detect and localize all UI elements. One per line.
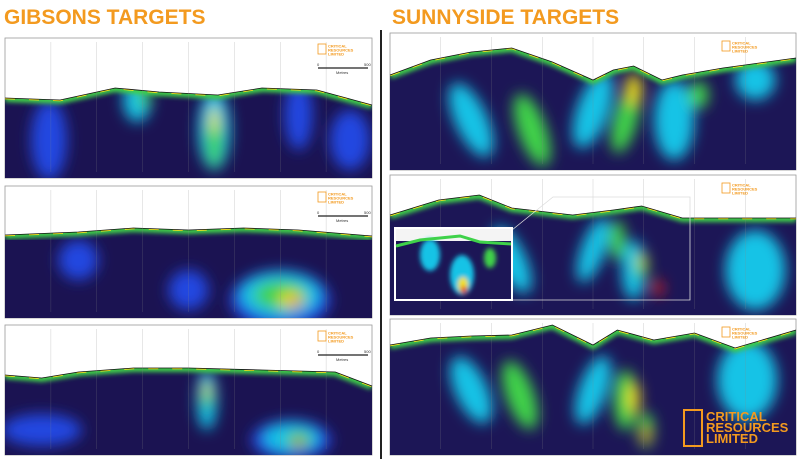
- anomaly: [638, 255, 645, 269]
- logo-text: RESOURCES: [732, 45, 758, 50]
- left-title: GIBSONS TARGETS: [4, 6, 205, 29]
- anomaly: [210, 106, 219, 134]
- watermark-icon: [683, 409, 703, 447]
- logo-text: RESOURCES: [732, 331, 758, 336]
- logo-text: CRITICAL: [328, 192, 347, 197]
- anomaly: [31, 100, 68, 178]
- scale-tick: 500: [364, 210, 371, 215]
- scale-tick: 0: [317, 349, 320, 354]
- anomaly: [284, 88, 313, 150]
- inset-surface: [395, 234, 512, 248]
- logo-text: CRITICAL: [328, 331, 347, 336]
- logo-text: CRITICAL: [732, 41, 751, 46]
- anomaly: [513, 93, 551, 167]
- scale-label: Metres: [336, 218, 348, 223]
- logo-text: LIMITED: [732, 191, 748, 196]
- anomaly: [688, 81, 709, 109]
- anomaly: [609, 220, 626, 260]
- anomaly: [652, 280, 663, 296]
- anomaly: [725, 230, 786, 310]
- watermark-text: LIMITED: [706, 431, 758, 446]
- anomaly-group: [5, 370, 332, 455]
- terrain-line: [389, 47, 797, 81]
- right-title: SUNNYSIDE TARGETS: [392, 6, 619, 29]
- scale-label: Metres: [336, 70, 348, 75]
- anomaly: [641, 427, 650, 443]
- anomaly: [203, 382, 210, 398]
- logo-icon: [317, 330, 327, 342]
- logo-icon: [317, 191, 327, 203]
- anomaly: [717, 340, 778, 420]
- logo-text: CRITICAL: [732, 327, 751, 332]
- scale-tick: 0: [317, 210, 320, 215]
- anomaly: [625, 74, 642, 106]
- anomaly: [654, 80, 695, 160]
- inset-sky: [396, 229, 511, 241]
- anomaly: [627, 382, 640, 414]
- anomaly-group: [450, 340, 778, 448]
- inset: [394, 196, 691, 301]
- logo-text: CRITICAL: [328, 44, 347, 49]
- logo-text: LIMITED: [328, 52, 344, 57]
- logo-text: LIMITED: [328, 339, 344, 344]
- inset-anomalies: [420, 239, 496, 295]
- anomaly: [206, 112, 223, 168]
- anomaly: [293, 439, 304, 447]
- anomaly: [501, 360, 538, 430]
- scale-tick: 500: [364, 349, 371, 354]
- anomaly: [461, 286, 467, 294]
- anomaly: [484, 248, 496, 268]
- watermark-text: RESOURCES: [706, 420, 789, 435]
- scale-tick: 500: [364, 62, 371, 67]
- anomaly: [329, 110, 370, 170]
- logo-icon: [721, 326, 731, 338]
- logo-text: RESOURCES: [328, 48, 354, 53]
- inset-leader: [511, 196, 691, 301]
- logo-text: RESOURCES: [328, 335, 354, 340]
- terrain-line: [4, 367, 373, 387]
- logo-text: LIMITED: [328, 200, 344, 205]
- logo-text: CRITICAL: [732, 183, 751, 188]
- logo-icon: [721, 40, 731, 52]
- anomaly: [58, 240, 99, 280]
- logo-text: RESOURCES: [732, 187, 758, 192]
- logo-icon: [721, 182, 731, 194]
- logo-text: RESOURCES: [328, 196, 354, 201]
- anomaly: [420, 239, 440, 271]
- anomaly: [288, 299, 301, 307]
- logo-text: LIMITED: [732, 335, 748, 340]
- logo-icon: [317, 43, 327, 55]
- logo-text: LIMITED: [732, 49, 748, 54]
- anomaly: [448, 83, 494, 157]
- scale-label: Metres: [336, 357, 348, 362]
- anomaly: [450, 356, 493, 424]
- scale-tick: 0: [317, 62, 320, 67]
- watermark-text: CRITICAL: [706, 409, 767, 424]
- anomaly: [5, 414, 82, 446]
